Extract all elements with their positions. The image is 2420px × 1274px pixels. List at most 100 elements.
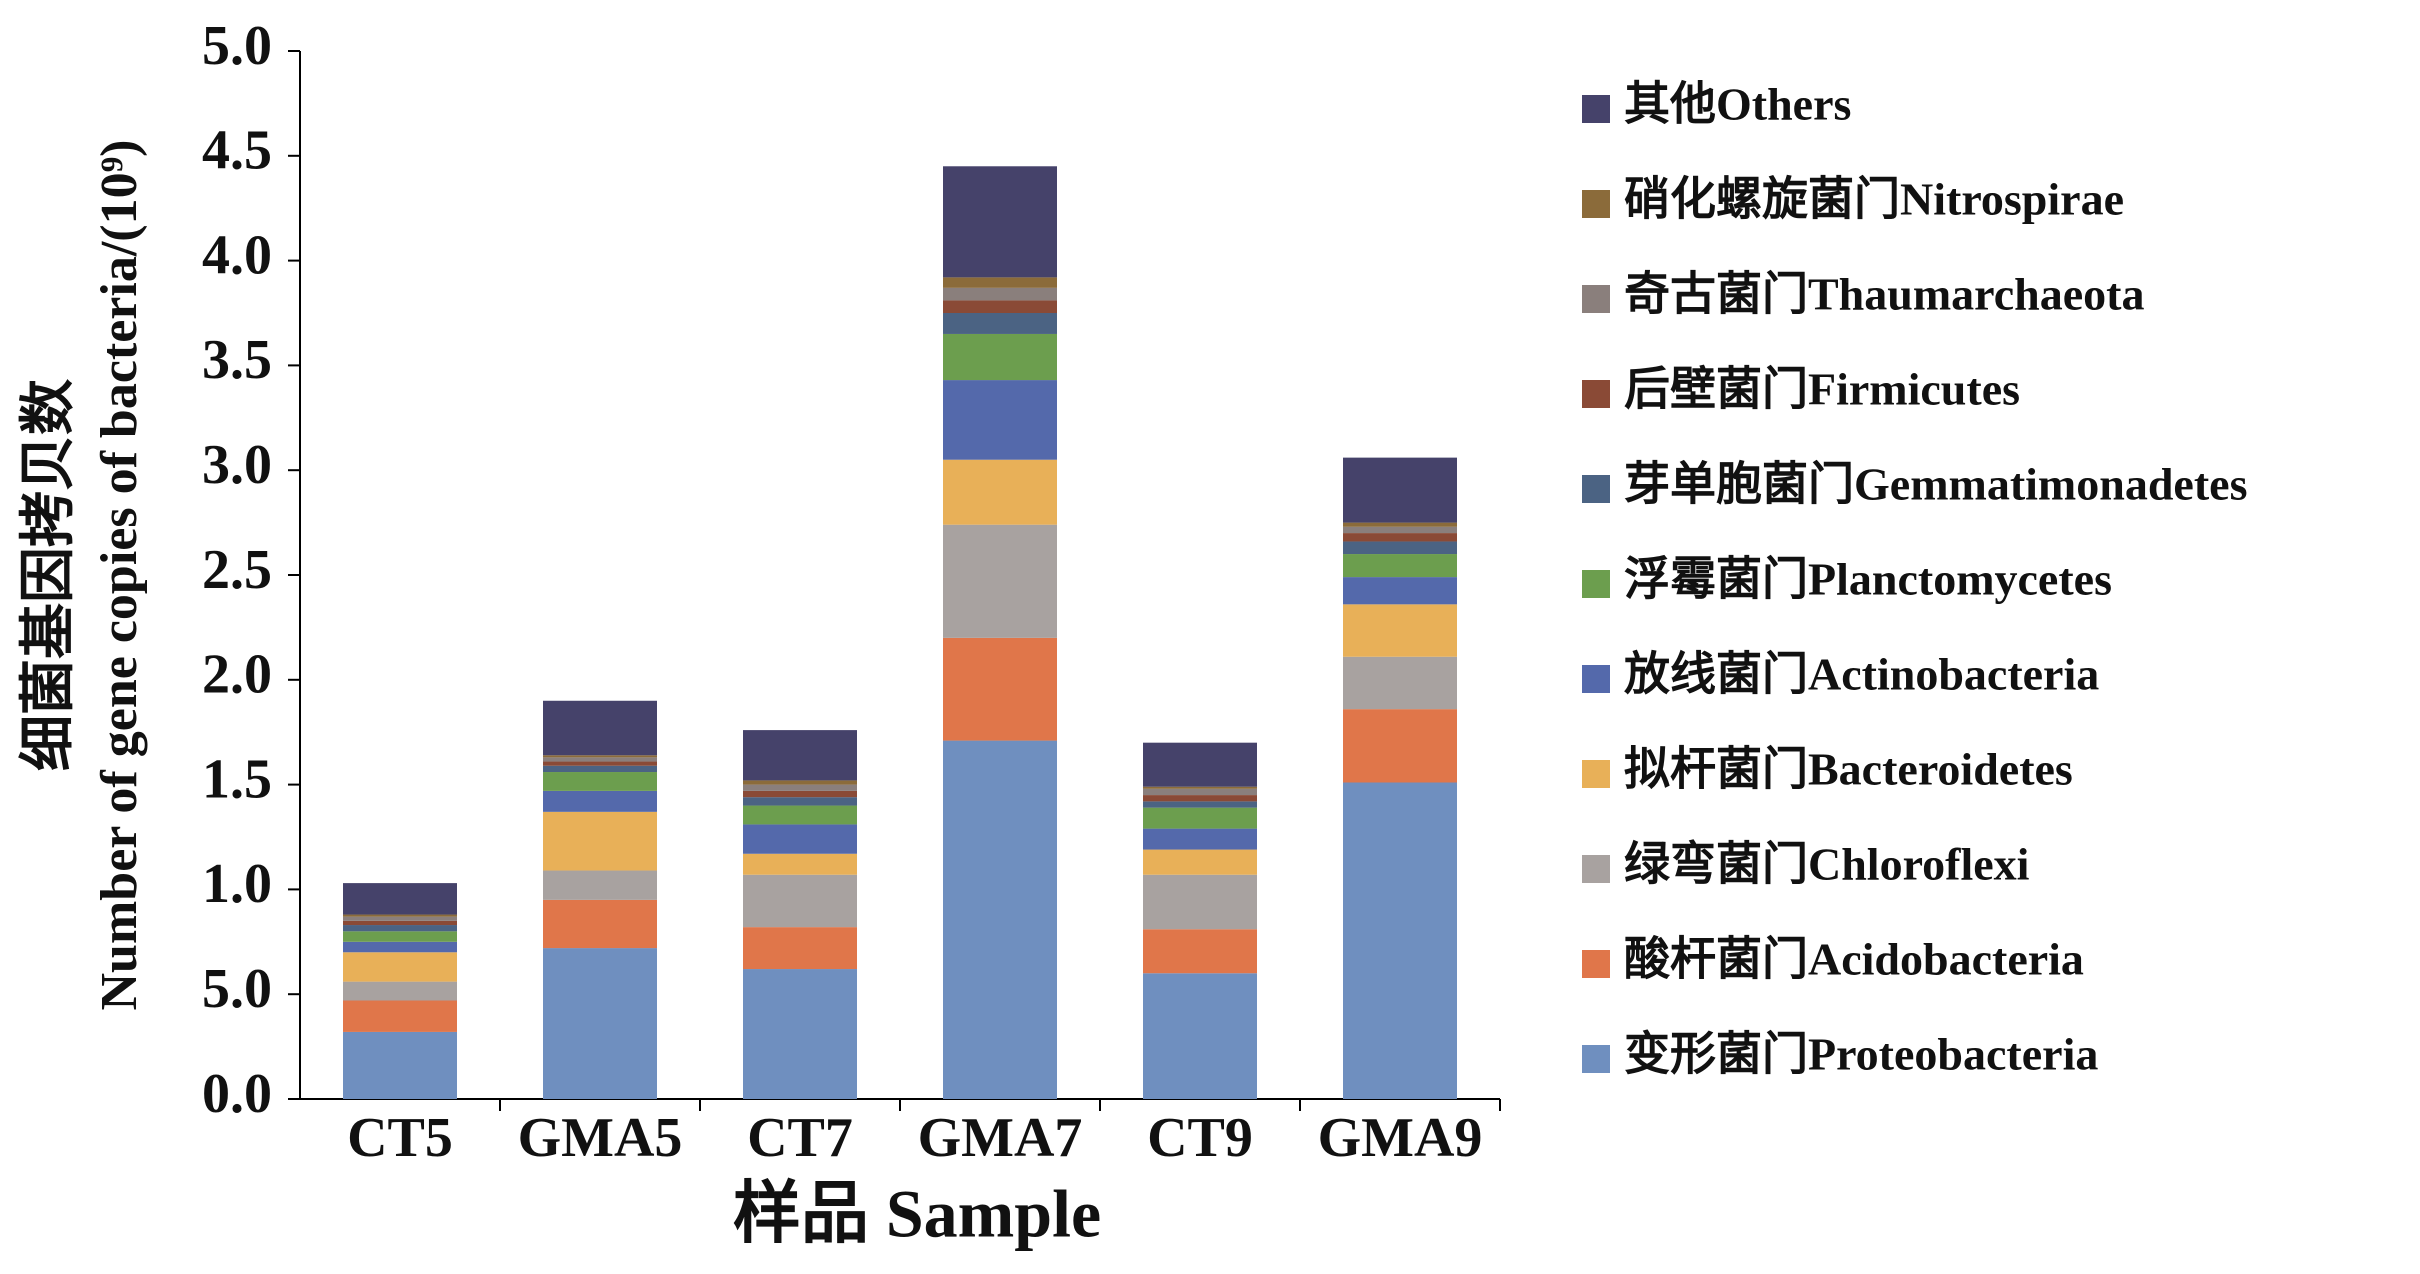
bar-segment [343,925,457,932]
bar-segment [343,914,457,917]
legend-label: 硝化螺旋菌门Nitrospirae [1624,174,2124,225]
bar-segment [343,920,457,926]
bar-segment [1143,788,1257,796]
legend-label: 其他Others [1624,79,1851,130]
bar-segment [1143,786,1257,789]
bar-segment [543,811,657,871]
bar-segment [943,166,1057,278]
legend-label: 浮霉菌门Planctomycetes [1624,554,2112,605]
bar-segment [1143,874,1257,930]
y-tick-label: 1.0 [202,853,272,915]
bar-segment [743,805,857,825]
legend-label: 拟杆菌门Bacteroidetes [1624,744,2073,795]
y-tick-label: 5.0 [202,15,272,77]
bar-segment [343,941,457,953]
bar-segment [1343,533,1457,542]
y-axis-label: Number of gene copies of bacteria/(10⁹) [91,140,148,1011]
y-axis-label: 细菌基因拷贝数 [18,379,80,771]
bar-segment [543,757,657,762]
legend-label: 放线菌门Actinobacteria [1624,649,2099,700]
x-tick-label: CT7 [747,1107,853,1169]
bar-segment [943,524,1057,638]
bar-segment [343,1000,457,1032]
bar-segment [1143,849,1257,875]
bar-segment [943,277,1057,288]
legend-swatch [1582,665,1610,693]
x-tick-label: GMA7 [918,1107,1083,1169]
bar-segment [943,740,1057,1099]
bar-segment [343,981,457,1001]
bar-segment [1343,526,1457,534]
bar-segment [543,790,657,812]
bar-segment [1143,801,1257,808]
bar-segment [943,287,1057,301]
bar-segment [543,761,657,766]
y-tick-label: 3.0 [202,434,272,496]
y-tick-label: 3.5 [202,329,272,391]
bar-segment [943,459,1057,525]
bar-segment [743,790,857,798]
legend-swatch [1582,475,1610,503]
bar-segment [1143,742,1257,787]
bar-segment [1343,656,1457,710]
legend-swatch [1582,855,1610,883]
bar-segment [1343,709,1457,783]
bar-segment [543,772,657,791]
bar-segment [743,797,857,806]
bar-segment [743,874,857,928]
bar-segment [943,333,1057,381]
bar-segment [1143,973,1257,1099]
bar-segment [743,927,857,970]
legend-label: 变形菌门Proteobacteria [1624,1029,2098,1080]
bar-segment [1143,807,1257,829]
y-tick-label: 4.0 [202,224,272,286]
bar-segment [1343,604,1457,657]
bar-segment [943,380,1057,460]
bar-segment [1343,541,1457,555]
legend-swatch [1582,380,1610,408]
bar-segment [1343,554,1457,578]
bar-segment [943,313,1057,334]
bar-segment [543,899,657,949]
bar-segment [943,637,1057,741]
bar-segment [343,931,457,942]
bar-segment [343,1031,457,1099]
bar-segment [543,755,657,758]
bar-segment [543,765,657,773]
legend-swatch [1582,950,1610,978]
legend-label: 酸杆菌门Acidobacteria [1624,934,2084,985]
x-tick-label: GMA5 [518,1107,683,1169]
legend-label: 绿弯菌门Chloroflexi [1624,839,2030,890]
y-tick-label: 1.5 [202,748,272,810]
legend-swatch [1582,95,1610,123]
bar-segment [743,730,857,781]
legend-label: 芽单胞菌门Gemmatimonadetes [1624,459,2247,510]
y-tick-label: 2.5 [202,539,272,601]
bar-segment [1143,929,1257,974]
bar-segment [543,870,657,900]
legend-label: 后壁菌门Firmicutes [1624,364,2020,415]
bar-segment [943,300,1057,313]
legend-swatch [1582,190,1610,218]
bar-segment [743,784,857,791]
bar-segment [343,952,457,982]
bar-segment [1343,457,1457,523]
bar-segment [1343,522,1457,527]
x-tick-label: CT9 [1147,1107,1253,1169]
y-tick-label: 0.0 [202,1063,272,1125]
legend-swatch [1582,570,1610,598]
legend-label: 奇古菌门Thaumarchaeota [1624,269,2145,320]
bar-segment [1143,795,1257,802]
y-tick-label: 2.0 [202,644,272,706]
x-tick-label: GMA9 [1318,1107,1483,1169]
x-axis-label: 样品 Sample [733,1176,1101,1252]
bar-segment [743,969,857,1099]
bar-segment [343,883,457,915]
bar-segment [743,824,857,854]
y-tick-label: 5.0 [202,958,272,1020]
bar-segment [743,853,857,875]
bar-segment [743,780,857,785]
x-tick-label: CT5 [347,1107,453,1169]
bar-segment [1143,828,1257,850]
